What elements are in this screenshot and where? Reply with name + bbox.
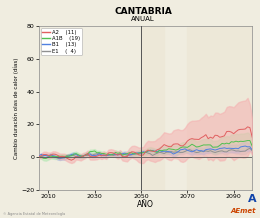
Text: CANTABRIA: CANTABRIA: [114, 7, 172, 15]
Bar: [141, 26, 164, 190]
Text: ANUAL: ANUAL: [131, 16, 155, 22]
Text: A: A: [248, 194, 256, 204]
Bar: [187, 26, 257, 190]
X-axis label: AÑO: AÑO: [137, 200, 154, 209]
Y-axis label: Cambio duración olas de calor (días): Cambio duración olas de calor (días): [14, 57, 19, 159]
Legend: A2    (11), A1B    (19), B1    (13), E1    (  4): A2 (11), A1B (19), B1 (13), E1 ( 4): [41, 28, 82, 55]
Text: © Agencia Estatal de Meteorología: © Agencia Estatal de Meteorología: [3, 212, 65, 216]
Text: AEmet: AEmet: [231, 208, 256, 214]
